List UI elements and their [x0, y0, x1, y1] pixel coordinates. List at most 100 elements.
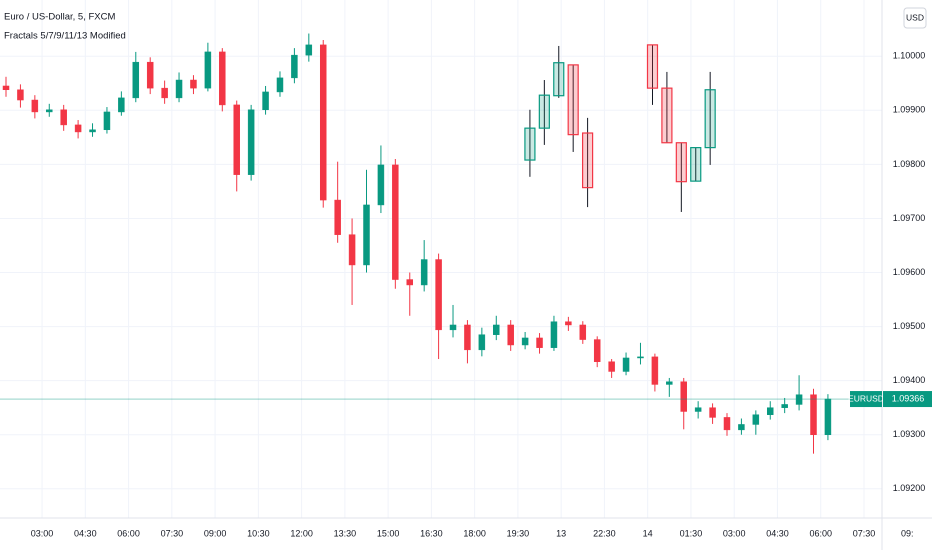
candle-body [406, 279, 414, 286]
last-price-tag [883, 391, 932, 408]
x-tick-label: 13 [556, 528, 566, 538]
candle-body [538, 94, 550, 129]
x-tick-label: 06:00 [117, 528, 140, 538]
x-tick-label: 15:00 [377, 528, 400, 538]
candle-body [536, 337, 543, 348]
candle-body [579, 324, 587, 340]
candle-body [132, 61, 140, 99]
candle-body [319, 44, 327, 201]
candle-body [781, 404, 788, 408]
x-tick-label: 04:30 [74, 528, 97, 538]
x-tick-label: 01:30 [680, 528, 703, 538]
x-tick-label: 18:00 [463, 528, 486, 538]
x-tick-label: 07:30 [853, 528, 876, 538]
candle-body [161, 87, 168, 99]
candle-body [233, 104, 240, 175]
candle-body [348, 234, 356, 266]
candle-body [709, 407, 716, 418]
x-tick-label: 04:30 [766, 528, 789, 538]
candle-body [646, 44, 659, 89]
x-tick-label: 09: [901, 528, 914, 538]
candle-body [637, 356, 644, 359]
candle-body [567, 64, 579, 136]
currency-label: USD [906, 12, 924, 22]
candle-body [524, 127, 536, 161]
candle-body [305, 44, 313, 56]
candle-body [723, 417, 731, 431]
candle-body [46, 109, 53, 113]
x-tick-label: 06:00 [809, 528, 832, 538]
candle-body [810, 394, 817, 435]
candle-body [622, 357, 630, 372]
candles [0, 33, 882, 454]
x-tick-label: 19:30 [507, 528, 530, 538]
candle-body [507, 324, 514, 346]
candle-body [118, 97, 125, 113]
candle-body [666, 381, 673, 385]
x-tick-label: 12:00 [290, 528, 313, 538]
x-tick-label: 09:00 [204, 528, 227, 538]
currency-button[interactable] [903, 7, 927, 29]
candle-body [334, 199, 341, 235]
candle-body [593, 339, 601, 362]
candle-body [377, 164, 385, 206]
candle-body [219, 51, 226, 106]
candle-body [493, 324, 500, 335]
x-tick-label: 16:30 [420, 528, 443, 538]
candle-body [651, 356, 659, 385]
candle-body [478, 334, 486, 351]
candle-body [175, 79, 183, 99]
x-tick-label: 14 [643, 528, 653, 538]
candle-body [694, 407, 702, 412]
candle-body [262, 91, 269, 111]
candle-body [766, 407, 774, 415]
chart-title: Euro / US-Dollar, 5, FXCM [4, 12, 115, 23]
candle-body [795, 394, 803, 405]
y-tick-label: 1.09500 [893, 321, 926, 331]
x-tick-label: 22:30 [593, 528, 616, 538]
y-tick-label: 1.09200 [893, 483, 926, 493]
candle-body [276, 77, 284, 93]
candle-body [17, 89, 24, 101]
candle-body [2, 85, 10, 91]
candle-body [435, 259, 442, 331]
candle-body [553, 62, 565, 97]
candle-body [581, 132, 594, 189]
candle-body [291, 54, 298, 79]
candle-body [60, 109, 67, 126]
candle-body [824, 398, 832, 435]
x-tick-label: 10:30 [247, 528, 270, 538]
candle-body [89, 129, 96, 133]
y-tick-label: 1.09300 [893, 429, 926, 439]
y-tick-label: 1.09700 [893, 213, 926, 223]
y-tick-label: 1.09600 [893, 267, 926, 277]
candle-body [680, 381, 687, 412]
candle-body [420, 259, 428, 286]
y-tick-label: 1.09900 [893, 105, 926, 115]
grid [0, 0, 882, 518]
last-price-label: 1.09366 [892, 393, 925, 403]
symbol-tag [850, 391, 882, 408]
candle-body [661, 87, 673, 144]
y-tick-label: 1.10000 [893, 51, 926, 61]
axes: 1.09200 1.09300 1.09400 1.09500 1.09600 1.097… [31, 51, 932, 538]
candle-body [464, 324, 471, 351]
candle-body [392, 164, 399, 280]
candle-body [752, 414, 760, 425]
candle-body [74, 124, 82, 133]
indicator-name: Fractals 5/7/9/11/13 Modified [4, 31, 126, 42]
candle-body [738, 424, 745, 431]
candle-body [31, 99, 39, 113]
y-tick-label: 1.09400 [893, 375, 926, 385]
candle-body [363, 204, 370, 266]
candle-body [704, 89, 716, 149]
candle-body [146, 61, 154, 89]
candle-body [550, 321, 558, 348]
candle-body [190, 79, 197, 89]
x-tick-label: 07:30 [161, 528, 184, 538]
candle-body [675, 142, 687, 183]
candle-body [690, 147, 702, 182]
symbol-label: EURUSD [848, 393, 884, 403]
